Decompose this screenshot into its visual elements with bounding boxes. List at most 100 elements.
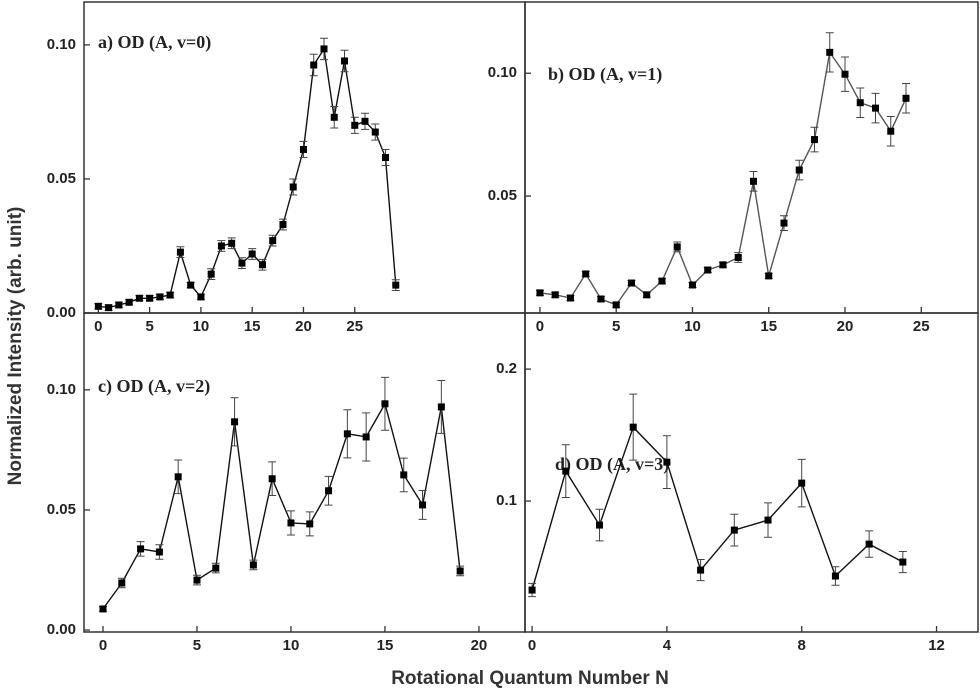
data-point (658, 277, 666, 285)
y-tick-label: 0.10 (488, 64, 517, 81)
data-point (688, 281, 696, 289)
data-point (176, 248, 184, 256)
data-point (197, 293, 205, 301)
data-point (118, 579, 126, 587)
data-point (193, 576, 201, 584)
data-point (566, 294, 574, 302)
data-point (536, 289, 544, 297)
x-tick-label: 25 (913, 318, 930, 335)
data-point (248, 250, 256, 258)
data-point (212, 564, 220, 572)
data-point (826, 48, 834, 56)
data-point (798, 479, 806, 487)
x-tick-label: 10 (283, 637, 300, 654)
data-point (228, 239, 236, 247)
x-tick-label: 15 (760, 318, 777, 335)
y-tick-label: 0.05 (47, 170, 76, 187)
data-point (287, 519, 295, 527)
data-point (187, 281, 195, 289)
x-tick-label: 0 (94, 318, 102, 335)
data-point (597, 295, 605, 303)
x-tick-label: 15 (244, 318, 261, 335)
data-point (310, 61, 318, 69)
data-point (663, 458, 671, 466)
data-point (730, 526, 738, 534)
data-point (887, 127, 895, 135)
x-tick-label: 20 (837, 318, 854, 335)
x-tick-label: 0 (99, 637, 107, 654)
data-point (841, 70, 849, 78)
y-axis-label: Normalized Intensity (arb. unit) (5, 207, 26, 486)
panel-title: d) OD (A, v=3) (555, 454, 669, 475)
x-tick-label: 0 (528, 637, 536, 654)
data-point (612, 301, 620, 309)
y-tick-label: 0.00 (47, 621, 76, 638)
data-point (899, 558, 907, 566)
data-point (351, 121, 359, 129)
data-point (99, 605, 107, 613)
data-point (400, 471, 408, 479)
data-point (764, 516, 772, 524)
y-tick-label: 0.10 (47, 381, 76, 398)
y-tick-label: 0.2 (496, 360, 517, 377)
data-point (562, 467, 570, 475)
data-point (362, 433, 370, 441)
data-line (531, 425, 904, 591)
x-tick-label: 5 (612, 318, 620, 335)
data-point (146, 294, 154, 302)
data-point (361, 117, 369, 125)
data-point (719, 261, 727, 269)
data-point (795, 166, 803, 174)
data-point (629, 423, 637, 431)
data-point (269, 237, 277, 245)
data-point (268, 475, 276, 483)
x-tick-label: 5 (193, 637, 201, 654)
data-point (765, 272, 773, 280)
data-point (856, 99, 864, 107)
data-point (299, 145, 307, 153)
data-point (780, 219, 788, 227)
data-point (94, 302, 102, 310)
data-point (456, 567, 464, 575)
x-tick-label: 10 (193, 318, 210, 335)
data-point (217, 242, 225, 250)
data-point (643, 291, 651, 299)
panel-title: b) OD (A, v=1) (548, 64, 662, 85)
data-point (595, 521, 603, 529)
data-point (135, 294, 143, 302)
panel-title: a) OD (A, v=0) (98, 32, 211, 53)
data-point (320, 45, 328, 53)
data-point (340, 57, 348, 65)
data-point (371, 128, 379, 136)
data-point (125, 298, 133, 306)
data-point (207, 270, 215, 278)
data-point (174, 473, 182, 481)
data-point (902, 94, 910, 102)
data-point (156, 293, 164, 301)
data-point (306, 520, 314, 528)
data-point (249, 561, 257, 569)
data-point (325, 487, 333, 495)
data-point (231, 418, 239, 426)
y-tick-label: 0.05 (488, 187, 517, 204)
data-point (105, 304, 113, 312)
data-point (392, 281, 400, 289)
data-line (102, 401, 461, 610)
data-point (704, 266, 712, 274)
x-tick-label: 5 (145, 318, 153, 335)
data-point (382, 154, 390, 161)
data-line (98, 46, 397, 309)
data-point (279, 221, 287, 229)
data-point (749, 177, 757, 185)
data-point (734, 253, 742, 261)
y-tick-label: 0.10 (47, 36, 76, 53)
x-tick-label: 0 (536, 318, 544, 335)
data-point (115, 301, 123, 309)
plot-frame (524, 312, 979, 633)
data-point (582, 270, 590, 278)
data-point (528, 586, 536, 594)
data-point (697, 566, 705, 574)
data-point (419, 501, 427, 509)
x-axis-label: Rotational Quantum Number N (391, 668, 669, 689)
data-point (258, 261, 266, 269)
